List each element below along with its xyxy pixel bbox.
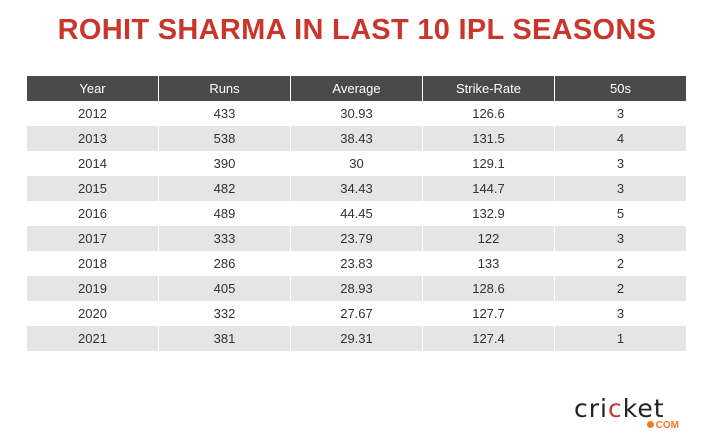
table-cell: 127.4 (422, 326, 555, 351)
table-cell: 29.31 (290, 326, 423, 351)
table-row: 2020 332 27.67 127.7 3 (26, 301, 687, 326)
table-cell: 2012 (26, 101, 159, 126)
table-cell: 433 (158, 101, 291, 126)
table-header: Year Runs Average Strike-Rate 50s (26, 76, 687, 101)
table-cell: 28.93 (290, 276, 423, 301)
table-row: 2015 482 34.43 144.7 3 (26, 176, 687, 201)
table-cell: 126.6 (422, 101, 555, 126)
table-cell: 131.5 (422, 126, 555, 151)
table-cell: 2019 (26, 276, 159, 301)
table-cell: 482 (158, 176, 291, 201)
table-cell: 2015 (26, 176, 159, 201)
stats-table: Year Runs Average Strike-Rate 50s 2012 43… (26, 76, 687, 351)
header-strike-rate: Strike-Rate (422, 76, 555, 101)
table-row: 2021 381 29.31 127.4 1 (26, 326, 687, 351)
table-cell: 3 (554, 301, 687, 326)
table-cell: 144.7 (422, 176, 555, 201)
table-cell: 5 (554, 201, 687, 226)
table-cell: 286 (158, 251, 291, 276)
table-cell: 405 (158, 276, 291, 301)
table-cell: 2013 (26, 126, 159, 151)
table-row: 2017 333 23.79 122 3 (26, 226, 687, 251)
table-cell: 381 (158, 326, 291, 351)
cricket-com-logo: cricket COM (574, 394, 679, 431)
table-cell: 23.79 (290, 226, 423, 251)
table-cell: 122 (422, 226, 555, 251)
table-row: 2014 390 30 129.1 3 (26, 151, 687, 176)
header-runs: Runs (158, 76, 291, 101)
dot-icon (646, 421, 654, 428)
table-cell: 133 (422, 251, 555, 276)
table-cell: 30 (290, 151, 423, 176)
table-cell: 44.45 (290, 201, 423, 226)
table-cell: 132.9 (422, 201, 555, 226)
table-cell: 1 (554, 326, 687, 351)
header-50s: 50s (554, 76, 687, 101)
header-year: Year (26, 76, 159, 101)
table-cell: 538 (158, 126, 291, 151)
table-cell: 2017 (26, 226, 159, 251)
table-cell: 2018 (26, 251, 159, 276)
table-cell: 128.6 (422, 276, 555, 301)
table-cell: 2 (554, 276, 687, 301)
table-cell: 127.7 (422, 301, 555, 326)
table-cell: 2021 (26, 326, 159, 351)
table-cell: 30.93 (290, 101, 423, 126)
table-cell: 3 (554, 226, 687, 251)
table-cell: 4 (554, 126, 687, 151)
page-title: ROHIT SHARMA IN LAST 10 IPL SEASONS (57, 14, 657, 46)
table-cell: 3 (554, 101, 687, 126)
table-row: 2016 489 44.45 132.9 5 (26, 201, 687, 226)
table-row: 2019 405 28.93 128.6 2 (26, 276, 687, 301)
table-cell: 38.43 (290, 126, 423, 151)
table-cell: 2016 (26, 201, 159, 226)
table-row: 2018 286 23.83 133 2 (26, 251, 687, 276)
table-cell: 3 (554, 176, 687, 201)
table-cell: 129.1 (422, 151, 555, 176)
table-row: 2012 433 30.93 126.6 3 (26, 101, 687, 126)
table-cell: 390 (158, 151, 291, 176)
table-cell: 23.83 (290, 251, 423, 276)
table-cell: 332 (158, 301, 291, 326)
table-cell: 2020 (26, 301, 159, 326)
table-cell: 2 (554, 251, 687, 276)
table-cell: 34.43 (290, 176, 423, 201)
table-row: 2013 538 38.43 131.5 4 (26, 126, 687, 151)
table-cell: 2014 (26, 151, 159, 176)
table-cell: 27.67 (290, 301, 423, 326)
header-average: Average (290, 76, 423, 101)
table-cell: 333 (158, 226, 291, 251)
table-cell: 3 (554, 151, 687, 176)
table-cell: 489 (158, 201, 291, 226)
